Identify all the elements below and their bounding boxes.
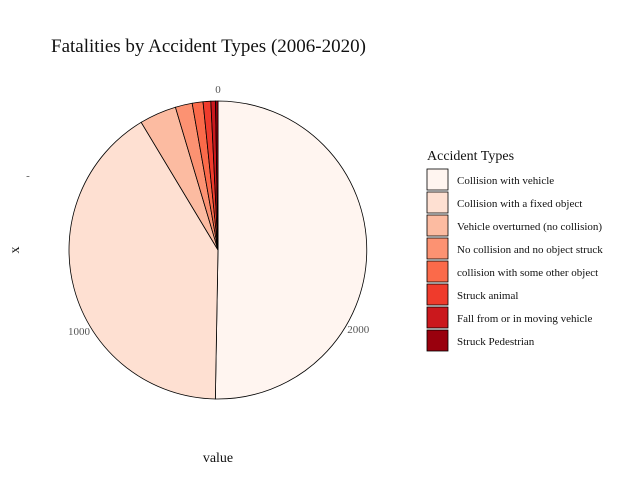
x-axis-label: value [203, 451, 233, 466]
legend-swatch-fall-from-or-in-moving-vehicle [426, 306, 449, 329]
angle-ticks: 0 1000 2000 [68, 84, 370, 338]
legend-swatch-collision-with-a-fixed-object [426, 191, 449, 214]
legend-swatch-no-collision-and-no-object-struck [426, 237, 449, 260]
y-axis-label: x [8, 247, 23, 254]
angle-tick-label: 2000 [347, 324, 370, 336]
legend: Accident Types Collision with vehicle Col… [426, 149, 603, 352]
y-tick-label: - [26, 170, 30, 182]
legend-title: Accident Types [427, 149, 514, 164]
legend-label-struck-pedestrian: Struck Pedestrian [457, 336, 535, 348]
angle-tick-label: 1000 [68, 326, 91, 338]
legend-swatch-struck-pedestrian [426, 329, 449, 352]
pie-slice-struck-pedestrian [215, 100, 219, 251]
legend-label-struck-animal: Struck animal [457, 290, 518, 302]
legend-label-fall-from-or-in-moving-vehicle: Fall from or in moving vehicle [457, 313, 592, 325]
legend-swatch-vehicle-overturned-no-collision [426, 214, 449, 237]
angle-tick-label: 0 [215, 84, 221, 96]
pie-slices [68, 100, 368, 400]
legend-label-collision-with-a-fixed-object: Collision with a fixed object [457, 198, 582, 210]
legend-label-vehicle-overturned-no-collision: Vehicle overturned (no collision) [457, 221, 602, 233]
legend-label-collision-with-some-other-object: collision with some other object [457, 267, 598, 279]
legend-swatch-collision-with-vehicle [426, 168, 449, 191]
legend-label-no-collision-and-no-object-struck: No collision and no object struck [457, 244, 603, 256]
chart-title: Fatalities by Accident Types (2006-2020) [51, 36, 366, 57]
legend-label-collision-with-vehicle: Collision with vehicle [457, 175, 554, 187]
legend-swatch-collision-with-some-other-object [426, 260, 449, 283]
legend-swatch-struck-animal [426, 283, 449, 306]
pie-slice-collision-with-a-fixed-object [68, 121, 219, 400]
pie-slice-collision-with-vehicle [214, 100, 368, 400]
